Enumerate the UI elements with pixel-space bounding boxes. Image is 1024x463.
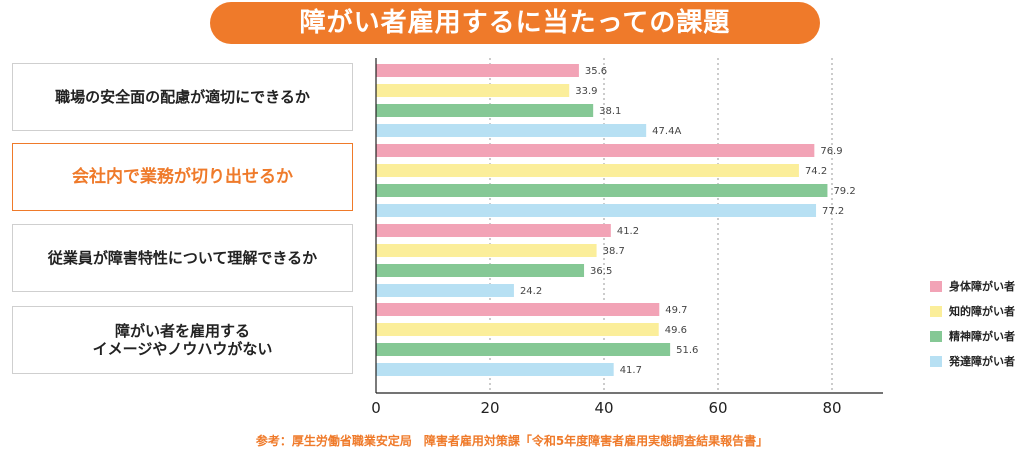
data-label: 79.2 [833, 186, 855, 197]
data-label: 51.6 [676, 345, 698, 356]
bar [376, 224, 611, 237]
bar [376, 184, 828, 197]
legend-item: 身体障がい者 [930, 278, 1015, 294]
bar [376, 264, 585, 277]
x-tick-label: 60 [708, 399, 727, 417]
bar [376, 363, 614, 376]
legend-swatch [930, 305, 942, 317]
x-tick-label: 20 [480, 399, 499, 417]
data-label: 35.6 [585, 66, 607, 77]
bar [376, 323, 659, 336]
data-label: 33.9 [575, 86, 597, 97]
data-label: 76.9 [820, 146, 842, 157]
bar [376, 64, 579, 77]
legend-label: 身体障がい者 [949, 280, 1015, 293]
chart-title: 障がい者雇用するに当たっての課題 [210, 2, 820, 44]
x-tick-label: 0 [371, 399, 381, 417]
legend-swatch [930, 330, 942, 342]
legend-item: 知的障がい者 [930, 303, 1015, 319]
data-label: 74.2 [805, 166, 827, 177]
data-label: 49.7 [665, 305, 687, 316]
legend-item: 発達障がい者 [930, 353, 1015, 369]
data-label: 77.2 [822, 206, 844, 217]
category-label: 会社内で業務が切り出せるか [12, 143, 353, 211]
legend-label: 精神障がい者 [949, 330, 1015, 343]
category-label: 職場の安全面の配慮が適切にできるか [12, 63, 353, 131]
legend-label: 発達障がい者 [949, 355, 1015, 368]
source-note: 参考：厚生労働省職業安定局 障害者雇用対策課「令和5年度障害者雇用実態調査結果報… [255, 434, 769, 448]
bar [376, 303, 660, 316]
data-label: 38.7 [603, 246, 625, 257]
x-tick-label: 40 [594, 399, 613, 417]
data-label: 41.7 [620, 365, 642, 376]
legend-item: 精神障がい者 [930, 328, 1015, 344]
data-label: 47.4A [652, 126, 681, 137]
bar [376, 104, 594, 117]
bar [376, 84, 570, 97]
data-label: 49.6 [665, 325, 687, 336]
data-label: 38.1 [599, 106, 621, 117]
x-tick-label: 80 [822, 399, 841, 417]
bar [376, 144, 815, 157]
bar [376, 164, 799, 177]
data-label: 41.2 [617, 226, 639, 237]
legend: 身体障がい者 知的障がい者 精神障がい者 発達障がい者 [930, 278, 1015, 378]
data-label: 36.5 [590, 266, 612, 277]
category-label: 障がい者を雇用する イメージやノウハウがない [12, 306, 353, 374]
bar [376, 204, 817, 217]
bar [376, 124, 647, 137]
legend-swatch [930, 280, 942, 292]
data-label: 24.2 [520, 286, 542, 297]
bar [376, 244, 597, 257]
legend-swatch [930, 355, 942, 367]
bar [376, 343, 671, 356]
legend-label: 知的障がい者 [949, 305, 1015, 318]
bar [376, 284, 514, 297]
category-label: 従業員が障害特性について理解できるか [12, 224, 353, 292]
